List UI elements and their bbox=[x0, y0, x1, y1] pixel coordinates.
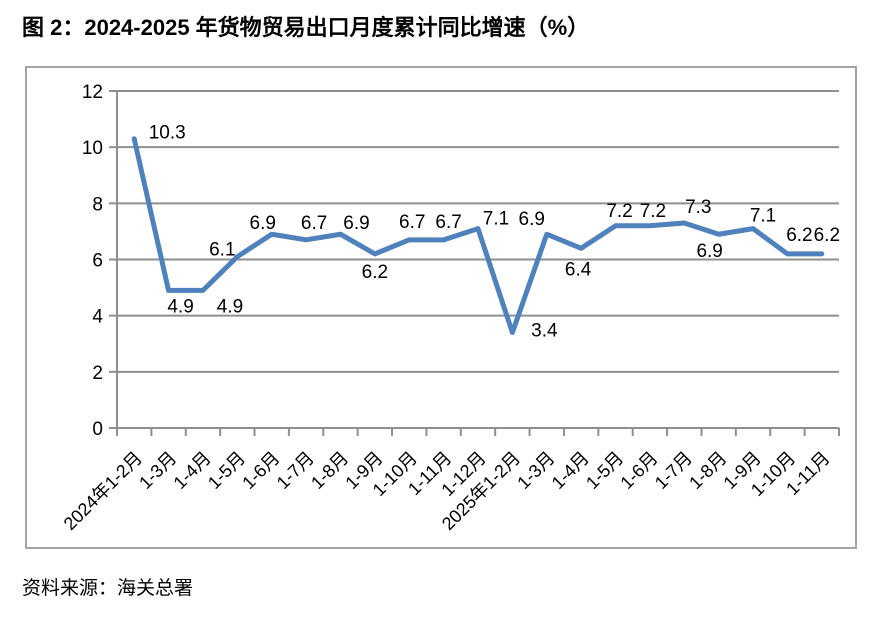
x-tick-label: 1-7月 bbox=[273, 448, 318, 493]
y-tick-label: 12 bbox=[82, 82, 103, 103]
figure-caption: 图 2：2024-2025 年货物贸易出口月度累计同比增速（%） bbox=[22, 15, 590, 40]
chart-container: 0 2 4 6 8 10 12 2024年1-2月 1-3月 1-4月 1-5月 1-6月 1-7月 1-… bbox=[25, 66, 857, 549]
source-note: 资料来源：海关总署 bbox=[22, 578, 194, 599]
x-tick-label: 1-4月 bbox=[548, 448, 593, 493]
x-tick-label: 1-4月 bbox=[170, 448, 215, 493]
data-label: 6.9 bbox=[343, 213, 369, 234]
series-line bbox=[131, 136, 825, 336]
y-tick-label: 10 bbox=[82, 138, 103, 159]
line-chart: 0246810122024年1-2月1-3月1-4月1-5月1-6月1-7月1-… bbox=[60, 82, 840, 534]
x-tick-label: 1-3月 bbox=[513, 448, 558, 493]
data-label: 6.2 bbox=[814, 225, 840, 246]
data-label: 4.9 bbox=[167, 296, 193, 317]
data-label: 6.9 bbox=[519, 209, 545, 230]
data-label: 7.2 bbox=[640, 201, 666, 222]
y-tick-label: 2 bbox=[92, 363, 103, 384]
y-tick-labels: 0 2 4 6 8 10 12 bbox=[82, 82, 104, 440]
data-label: 7.1 bbox=[483, 209, 509, 230]
data-label: 3.4 bbox=[531, 321, 558, 342]
y-tick-label: 8 bbox=[92, 194, 103, 215]
x-tick-label: 2024年1-2月 bbox=[60, 448, 146, 534]
x-tick-labels: 2024年1-2月1-3月1-4月1-5月1-6月1-7月1-8月1-9月1-1… bbox=[60, 448, 834, 534]
y-tick-label: 0 bbox=[92, 419, 103, 440]
x-tick-label: 1-5月 bbox=[582, 448, 627, 493]
data-label: 6.4 bbox=[565, 259, 592, 280]
data-label: 7.3 bbox=[685, 197, 711, 218]
data-label: 4.9 bbox=[217, 296, 243, 317]
y-tick-label: 4 bbox=[92, 307, 103, 328]
data-label: 6.2 bbox=[786, 225, 812, 246]
data-label: 6.1 bbox=[209, 240, 235, 261]
y-tick-label: 6 bbox=[92, 251, 103, 272]
x-tick-label: 1-8月 bbox=[307, 448, 352, 493]
axes bbox=[109, 90, 840, 436]
data-label: 10.3 bbox=[149, 123, 186, 144]
x-tick-label: 1-5月 bbox=[204, 448, 249, 493]
data-labels: 10.3 4.9 4.9 6.1 6.9 6.7 6.9 6.2 6.7 6.7 7.1 3.4 6.9… bbox=[149, 123, 840, 342]
data-label: 6.7 bbox=[399, 212, 425, 233]
x-tick-label: 1-8月 bbox=[685, 448, 730, 493]
data-label: 6.2 bbox=[362, 262, 388, 283]
x-tick-label: 1-6月 bbox=[616, 448, 661, 493]
data-label: 6.7 bbox=[435, 212, 461, 233]
series bbox=[131, 136, 825, 336]
x-tick-label: 1-7月 bbox=[651, 448, 696, 493]
data-label: 6.7 bbox=[301, 213, 327, 234]
data-label: 6.9 bbox=[696, 241, 722, 262]
x-tick-label: 1-6月 bbox=[238, 448, 283, 493]
data-label: 7.1 bbox=[750, 206, 776, 227]
x-tick-label: 1-3月 bbox=[135, 448, 180, 493]
data-label: 6.9 bbox=[250, 213, 276, 234]
data-label: 7.2 bbox=[606, 201, 632, 222]
